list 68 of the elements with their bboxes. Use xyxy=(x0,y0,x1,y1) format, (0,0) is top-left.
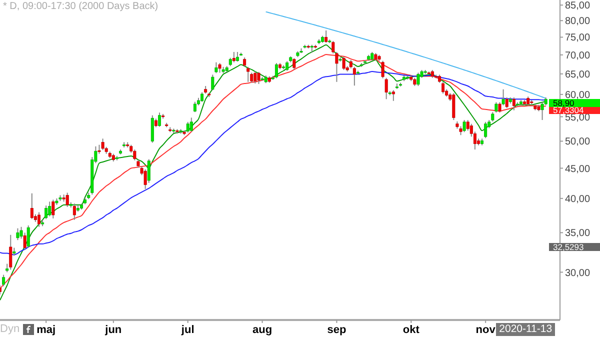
y-tick-label: 45,00 xyxy=(565,164,590,175)
candlestick xyxy=(211,74,214,91)
candlestick xyxy=(101,138,104,151)
candlestick xyxy=(44,205,48,220)
y-tick-label: 50,00 xyxy=(565,136,590,148)
candlestick xyxy=(274,62,278,79)
y-tick-label: 35,00 xyxy=(565,228,590,240)
date-tag: 2020-11-13 xyxy=(496,323,556,336)
candlestick xyxy=(246,66,250,82)
x-tick-label: sep xyxy=(327,324,346,336)
candlestick xyxy=(9,234,12,270)
candlestick xyxy=(462,120,466,133)
x-tick-label: nov xyxy=(476,324,496,336)
candlestick xyxy=(52,199,55,219)
x-tick-label: jun xyxy=(104,324,122,336)
y-tick-label: 60,00 xyxy=(565,90,590,101)
candlestick xyxy=(26,224,30,248)
y-tick-label: 65,00 xyxy=(565,69,590,80)
candlestick xyxy=(254,71,257,84)
candlestick xyxy=(193,101,196,113)
y-tick-label: 40,00 xyxy=(565,194,590,205)
candlestick xyxy=(66,192,69,208)
text: Dyn xyxy=(0,323,20,335)
candlestick xyxy=(190,117,193,132)
price-tag: 32,5293 xyxy=(549,243,600,251)
price-tag: 58,90 xyxy=(549,98,600,107)
candlestick xyxy=(243,56,246,68)
candlestick xyxy=(133,149,136,161)
y-tick-label: 85,00 xyxy=(565,0,590,12)
candlestick xyxy=(257,71,260,84)
candlestick xyxy=(392,90,395,102)
candlestick xyxy=(286,60,289,72)
candlestick xyxy=(214,62,218,74)
candlestick xyxy=(324,30,328,44)
chart-title: * D, 09:00-17:30 (2000 Days Back) xyxy=(3,1,158,12)
x-tick-label: okt xyxy=(402,324,420,336)
candlestick xyxy=(158,112,161,128)
x-tick-label: jul xyxy=(180,324,194,336)
candlestick xyxy=(342,56,346,70)
candlestick xyxy=(218,62,222,74)
candlestick xyxy=(232,51,236,63)
candlestick xyxy=(381,60,384,79)
candlestick xyxy=(150,114,154,144)
candlestick xyxy=(37,212,40,228)
y-tick-label: 75,00 xyxy=(565,32,590,44)
candlestick xyxy=(292,58,296,70)
y-tick-label: 80,00 xyxy=(565,16,590,28)
candlestick xyxy=(72,203,76,220)
candlestick xyxy=(48,201,52,217)
line-series xyxy=(265,11,546,99)
candlestick xyxy=(494,102,498,114)
candlestick xyxy=(200,92,204,102)
candlestick xyxy=(484,121,488,139)
candlestick xyxy=(186,121,190,134)
candlestick xyxy=(540,102,544,121)
y-tick-label: 70,00 xyxy=(565,50,590,62)
x-tick-label: maj xyxy=(36,324,56,336)
candlestick xyxy=(384,77,388,100)
candlestick xyxy=(452,92,456,121)
candlestick xyxy=(416,72,420,87)
candlestick xyxy=(512,96,516,111)
candlestick xyxy=(2,274,6,287)
x-tick-label: aug xyxy=(252,324,272,336)
y-tick-label: 30,00 xyxy=(565,268,590,279)
candlestick xyxy=(16,228,20,241)
candlestick xyxy=(442,81,445,94)
candlestick xyxy=(30,192,34,220)
candlestick xyxy=(236,51,239,62)
